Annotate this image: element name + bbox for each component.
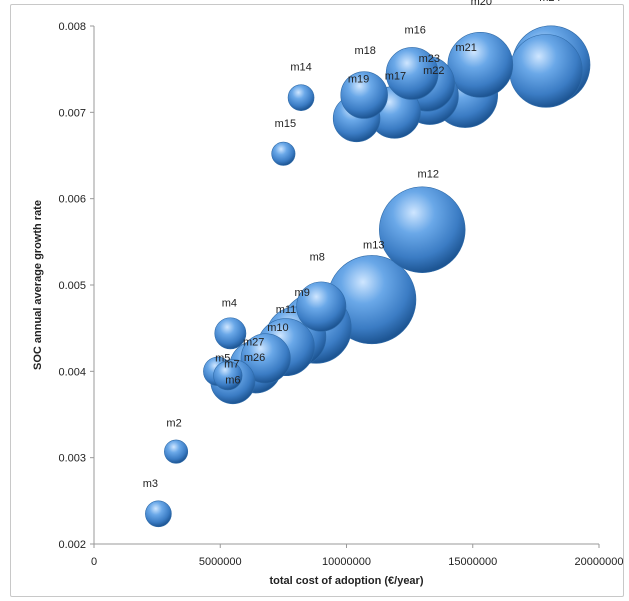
x-axis-title: total cost of adoption (€/year)	[269, 575, 423, 587]
data-label-m2: m2	[166, 418, 181, 430]
y-tick-label: 0.003	[58, 453, 86, 465]
bubble-m4	[214, 317, 247, 350]
data-label-m22: m22	[423, 65, 444, 77]
bubble-layer	[145, 25, 591, 528]
x-tick-label: 5000000	[199, 556, 242, 568]
x-tick-label: 20000000	[575, 556, 624, 568]
bubble-m20	[447, 32, 514, 98]
y-tick-label: 0.006	[58, 194, 86, 206]
y-tick-label: 0.002	[58, 539, 86, 551]
data-label-m6: m6	[225, 375, 240, 387]
data-label-m14: m14	[290, 62, 311, 74]
data-label-m18: m18	[354, 45, 375, 57]
data-label-m10: m10	[267, 322, 288, 334]
data-label-m26: m26	[244, 352, 265, 364]
bubble-m24	[509, 34, 583, 108]
bubble-m27	[240, 333, 291, 384]
bubble-m18	[340, 71, 388, 119]
data-label-m24: m24	[539, 0, 560, 4]
bubble-m15	[271, 141, 296, 166]
data-label-m27: m27	[243, 336, 264, 348]
data-label-m9: m9	[295, 287, 310, 299]
bubble-m3	[145, 500, 172, 528]
data-label-m8: m8	[310, 252, 325, 264]
data-label-m13: m13	[363, 240, 384, 252]
bubble-m7	[213, 361, 243, 391]
x-tick-label: 0	[91, 556, 97, 568]
x-tick-label: 10000000	[322, 556, 371, 568]
data-label-m5: m5	[215, 352, 230, 364]
data-label-m12: m12	[418, 169, 439, 181]
bubble-m14	[287, 84, 315, 111]
y-tick-label: 0.005	[58, 280, 86, 292]
data-label-m4: m4	[222, 297, 237, 309]
bubble-m2	[164, 439, 189, 464]
axes: 0.002 0.003 0.004 0.005 0.006 0.007 0.008 0 5000…	[58, 21, 623, 568]
data-label-m11: m11	[276, 304, 297, 316]
y-tick-label: 0.008	[58, 21, 86, 33]
bubble-m16	[385, 47, 439, 100]
data-label-m23: m23	[419, 53, 440, 65]
y-tick-label: 0.007	[58, 107, 86, 119]
data-label-m15: m15	[275, 118, 296, 130]
bubble-m12	[379, 186, 466, 273]
data-label-m3: m3	[143, 478, 158, 490]
x-tick-label: 15000000	[448, 556, 497, 568]
bubble-m8	[296, 281, 347, 332]
data-label-m17: m17	[385, 70, 406, 82]
data-label-m20: m20	[471, 0, 492, 8]
data-label-m16: m16	[404, 24, 425, 36]
y-axis-title: SOC annual average growth rate	[32, 200, 44, 370]
y-tick-label: 0.004	[58, 366, 86, 378]
data-label-m21: m21	[455, 42, 476, 54]
data-label-m7: m7	[224, 359, 239, 371]
data-label-m19: m19	[348, 73, 369, 85]
